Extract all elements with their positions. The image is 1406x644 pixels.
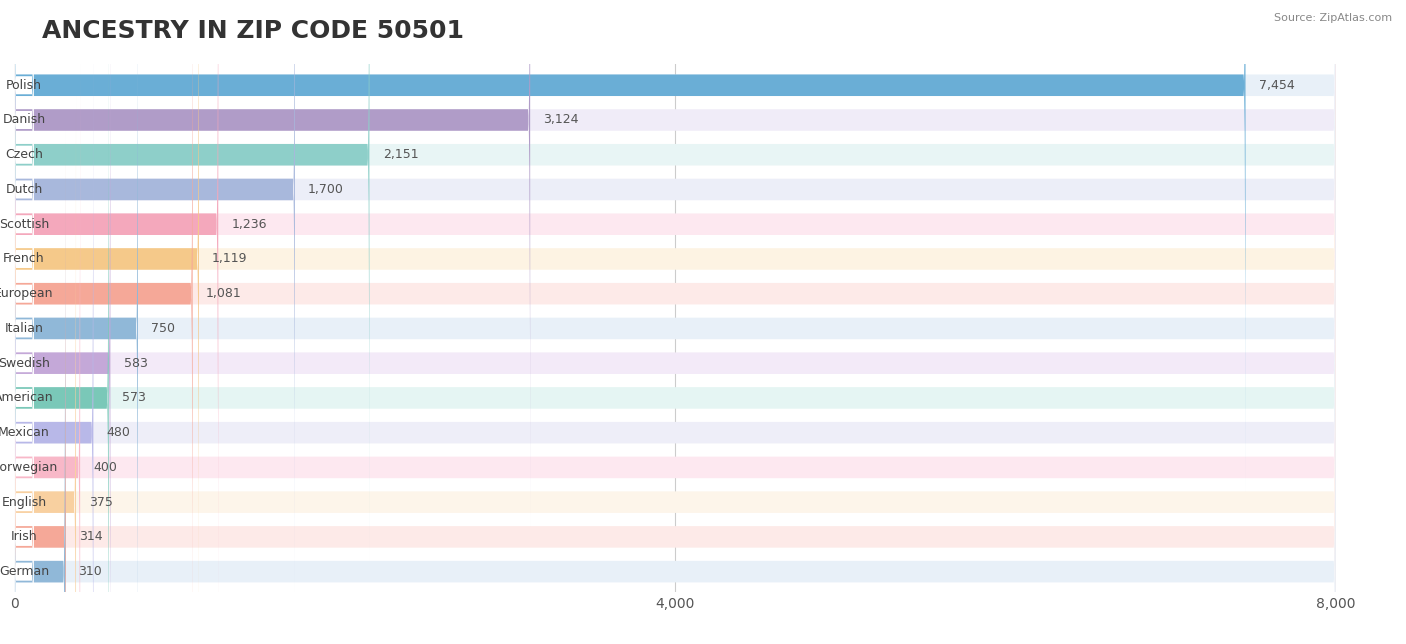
FancyBboxPatch shape: [14, 129, 34, 644]
FancyBboxPatch shape: [14, 0, 1336, 644]
FancyBboxPatch shape: [14, 0, 1336, 644]
FancyBboxPatch shape: [14, 0, 1336, 644]
Text: 314: 314: [79, 531, 103, 544]
FancyBboxPatch shape: [14, 198, 34, 644]
FancyBboxPatch shape: [14, 0, 1336, 644]
FancyBboxPatch shape: [14, 0, 34, 459]
FancyBboxPatch shape: [14, 0, 1336, 630]
FancyBboxPatch shape: [14, 59, 34, 598]
FancyBboxPatch shape: [14, 0, 198, 644]
Text: 480: 480: [107, 426, 131, 439]
Text: Source: ZipAtlas.com: Source: ZipAtlas.com: [1274, 13, 1392, 23]
Text: Irish: Irish: [11, 531, 38, 544]
Text: English: English: [1, 496, 46, 509]
FancyBboxPatch shape: [14, 0, 1336, 491]
Text: 583: 583: [124, 357, 148, 370]
FancyBboxPatch shape: [14, 0, 1336, 561]
Text: Norwegian: Norwegian: [0, 461, 58, 474]
Text: 7,454: 7,454: [1258, 79, 1295, 91]
Text: 3,124: 3,124: [543, 113, 579, 126]
FancyBboxPatch shape: [14, 166, 65, 644]
FancyBboxPatch shape: [14, 0, 1246, 491]
FancyBboxPatch shape: [14, 164, 34, 644]
Text: 2,151: 2,151: [382, 148, 418, 161]
Text: French: French: [3, 252, 45, 265]
FancyBboxPatch shape: [14, 0, 295, 596]
FancyBboxPatch shape: [14, 0, 34, 389]
Text: 750: 750: [152, 322, 176, 335]
FancyBboxPatch shape: [14, 131, 1336, 644]
Text: Swedish: Swedish: [0, 357, 49, 370]
Text: Mexican: Mexican: [0, 426, 49, 439]
FancyBboxPatch shape: [14, 26, 1336, 644]
Text: German: German: [0, 565, 49, 578]
Text: 1,119: 1,119: [212, 252, 247, 265]
Text: American: American: [0, 392, 53, 404]
FancyBboxPatch shape: [14, 0, 370, 561]
FancyBboxPatch shape: [14, 0, 34, 493]
Text: 400: 400: [93, 461, 117, 474]
FancyBboxPatch shape: [14, 233, 34, 644]
FancyBboxPatch shape: [14, 268, 34, 644]
FancyBboxPatch shape: [14, 61, 1336, 644]
FancyBboxPatch shape: [14, 0, 1336, 596]
FancyBboxPatch shape: [14, 0, 1336, 644]
Text: 310: 310: [79, 565, 103, 578]
Text: European: European: [0, 287, 53, 300]
Text: 1,081: 1,081: [205, 287, 242, 300]
FancyBboxPatch shape: [14, 166, 1336, 644]
FancyBboxPatch shape: [14, 0, 138, 644]
Text: Czech: Czech: [6, 148, 44, 161]
FancyBboxPatch shape: [14, 0, 193, 644]
Text: 375: 375: [89, 496, 112, 509]
FancyBboxPatch shape: [14, 131, 66, 644]
FancyBboxPatch shape: [14, 303, 34, 644]
Text: 1,236: 1,236: [232, 218, 267, 231]
FancyBboxPatch shape: [14, 0, 1336, 526]
FancyBboxPatch shape: [14, 0, 34, 424]
Text: Italian: Italian: [4, 322, 44, 335]
Text: Scottish: Scottish: [0, 218, 49, 231]
Text: Danish: Danish: [3, 113, 45, 126]
FancyBboxPatch shape: [14, 0, 218, 630]
FancyBboxPatch shape: [14, 0, 111, 644]
FancyBboxPatch shape: [14, 96, 1336, 644]
FancyBboxPatch shape: [14, 0, 34, 354]
FancyBboxPatch shape: [14, 94, 34, 632]
FancyBboxPatch shape: [14, 25, 34, 563]
Text: Dutch: Dutch: [6, 183, 42, 196]
FancyBboxPatch shape: [14, 0, 34, 528]
FancyBboxPatch shape: [14, 0, 530, 526]
Text: ANCESTRY IN ZIP CODE 50501: ANCESTRY IN ZIP CODE 50501: [42, 19, 464, 43]
FancyBboxPatch shape: [14, 96, 76, 644]
FancyBboxPatch shape: [14, 0, 108, 644]
Text: 573: 573: [122, 392, 146, 404]
Text: 1,700: 1,700: [308, 183, 344, 196]
Text: Polish: Polish: [6, 79, 42, 91]
FancyBboxPatch shape: [14, 61, 80, 644]
FancyBboxPatch shape: [14, 26, 93, 644]
